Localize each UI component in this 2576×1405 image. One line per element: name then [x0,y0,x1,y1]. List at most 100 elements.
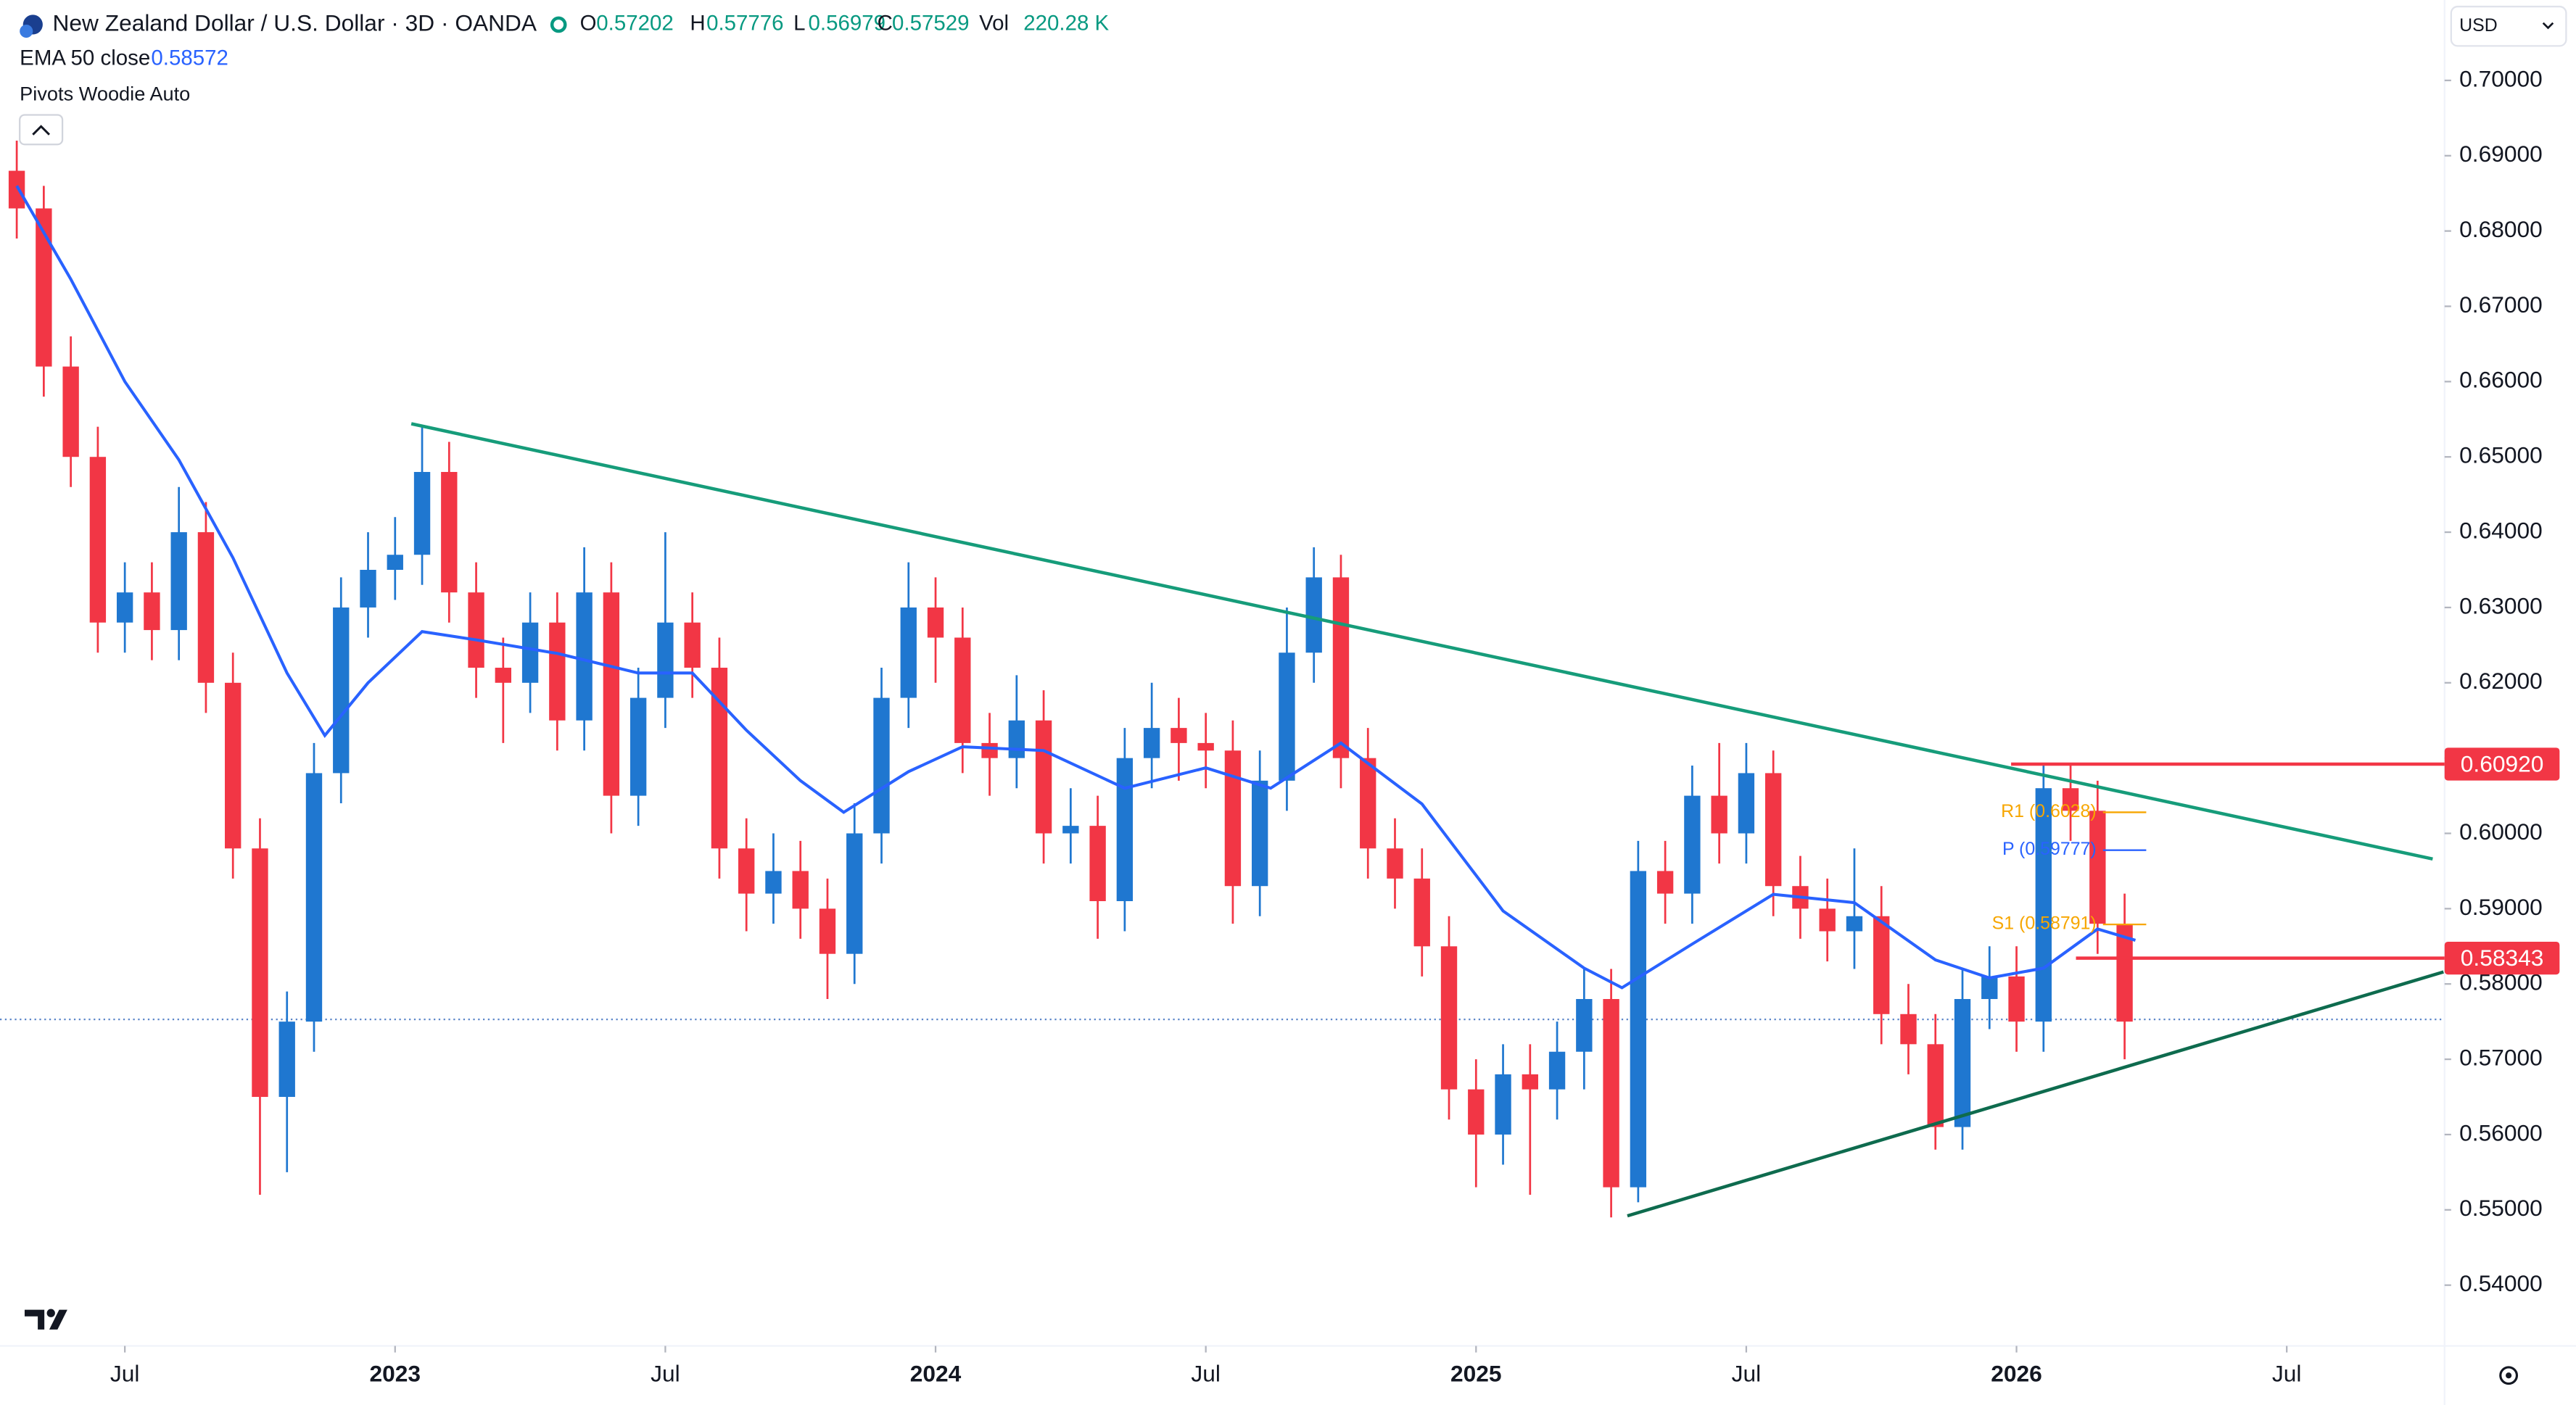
candle-body [521,622,539,683]
candle-body [8,170,25,209]
candle-body [2035,788,2052,1022]
candle-body [576,592,593,721]
price-label-box [2444,747,2560,781]
trendline [1627,970,2444,1218]
candle-body [360,570,376,608]
symbol-icon [20,14,43,38]
candle-body [1873,916,1890,1014]
ohlc-value: 220.28 K [1023,12,1109,36]
candle-body [1197,742,1214,751]
candle-body [1630,871,1647,1188]
y-tick-label: 0.66000 [2459,367,2543,393]
candle-body [89,457,107,623]
candle-body [1279,652,1295,781]
candle-body [468,592,484,668]
candle-body [1224,750,1242,887]
candle-body [495,668,512,683]
x-tick-label: Jul [651,1361,680,1387]
candle-body [846,833,863,954]
candle-body [1332,577,1350,758]
candle-body [413,471,431,555]
y-tick-label: 0.67000 [2459,291,2543,318]
indicator-value: 0.58572 [151,46,228,70]
y-tick-label: 0.57000 [2459,1044,2543,1070]
price-label-box [2444,941,2560,975]
x-tick-label: 2026 [1991,1361,2042,1387]
y-tick-label: 0.56000 [2459,1119,2543,1145]
candle-body [900,607,917,698]
candle-body [954,637,971,743]
ohlc-label: L [793,12,805,36]
ohlc-value: 0.57776 [706,12,783,36]
ohlc-label: O [580,12,597,36]
candle-body [1440,946,1458,1090]
candle-body [36,208,52,367]
pivot-label: P (0.59777) [2002,839,2097,859]
candle-body [1603,999,1619,1188]
candle-body [1981,976,1998,1000]
candle-body [116,592,133,623]
candle-body [1764,773,1782,887]
candle-body [1846,916,1863,932]
candle-body [1171,728,1187,743]
pivot-label: S1 (0.58791) [1992,913,2097,934]
candle-body [1252,780,1268,887]
x-tick-label: 2023 [370,1361,421,1387]
candle-body [1954,999,1971,1127]
pivot-label: R1 (0.6028) [2001,801,2097,821]
x-tick-label: 2024 [910,1361,962,1387]
candle-body [1360,758,1376,849]
candle-body [1900,1014,1917,1045]
candle-body [225,682,242,849]
candle-body [170,532,187,631]
x-tick-label: Jul [1732,1361,1762,1387]
market-status [550,16,567,33]
candle-body [252,848,268,1098]
candle-body [1468,1089,1485,1135]
candle-body [819,908,836,954]
indicator-name: EMA 50 close [20,46,150,70]
ohlc-value: 0.57529 [892,12,969,36]
candle-body [1116,758,1134,901]
settings-icon[interactable] [2499,1366,2519,1385]
candle-body [711,668,728,849]
candle-body [1008,720,1025,758]
trendline [410,422,2433,861]
candle-body [1819,908,1836,932]
candle-body [1576,999,1593,1052]
currency-label: USD [2459,15,2498,36]
candle-body [1711,795,1727,834]
ohlc-label: C [878,12,893,36]
ohlc-value: 0.57202 [596,12,673,36]
candle-body [2116,924,2133,1022]
candle-body [1305,577,1322,653]
candle-body [738,848,755,894]
candle-body [2089,811,2106,924]
candle-body [1656,871,1674,894]
candle-body [1035,720,1052,834]
candle-body [549,622,566,721]
candle-body [144,592,160,631]
y-tick-label: 0.65000 [2459,442,2543,468]
candle-body [278,1021,295,1098]
candle-body [333,607,350,774]
candle-body [305,773,323,1022]
currency-selector[interactable]: USD [2450,5,2567,47]
ohlc-label: Vol [979,12,1009,36]
candle-body [1548,1051,1566,1090]
ohlc-label: H [690,12,705,36]
candle-body [62,366,79,457]
y-tick-label: 0.68000 [2459,216,2543,242]
candle-body [1143,728,1160,758]
candle-body [1062,826,1079,834]
collapse-button[interactable] [19,114,64,146]
y-tick-label: 0.62000 [2459,668,2543,694]
candle-body [1522,1074,1538,1090]
y-tick-label: 0.54000 [2459,1270,2543,1296]
candle-body [1089,826,1106,901]
candle-body [603,592,620,796]
price-label: 0.58343 [2461,945,2544,971]
candle-body [1387,848,1403,879]
y-tick-label: 0.64000 [2459,517,2543,543]
